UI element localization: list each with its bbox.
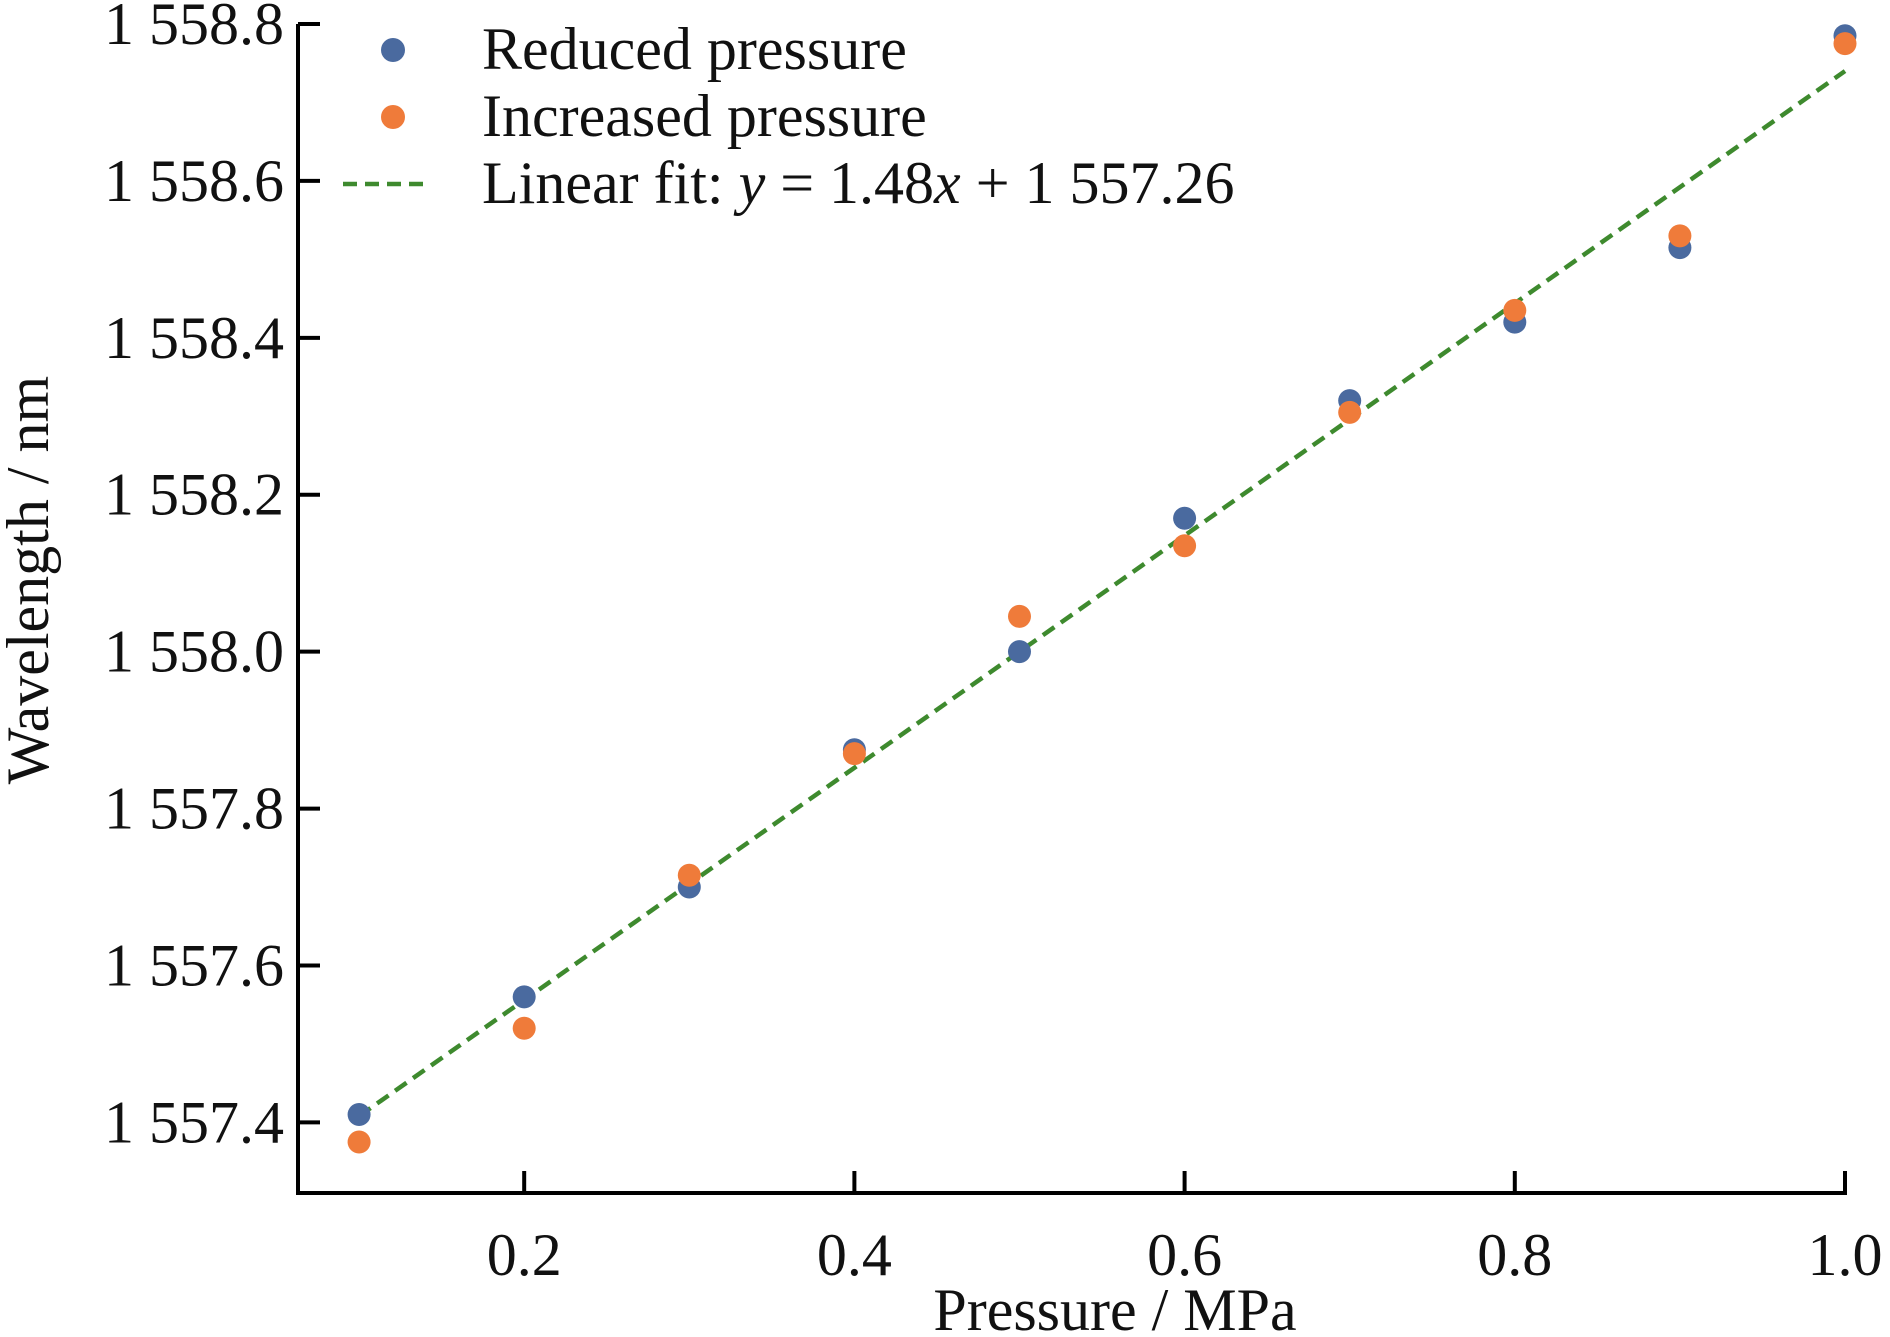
data-point xyxy=(1007,604,1031,628)
x-tick-label: 0.6 xyxy=(1147,1222,1222,1288)
data-point xyxy=(1338,400,1362,424)
data-points xyxy=(347,24,1857,1154)
data-point xyxy=(1173,506,1197,530)
legend-label: Increased pressure xyxy=(482,83,927,149)
data-point xyxy=(677,863,701,887)
data-point xyxy=(347,1103,371,1127)
y-tick-label: 1 557.4 xyxy=(104,1089,284,1155)
data-point xyxy=(842,742,866,766)
axis-frame xyxy=(296,24,1847,1195)
legend-marker xyxy=(381,38,405,62)
data-point xyxy=(1173,534,1197,558)
y-tick-label: 1 558.2 xyxy=(104,462,284,528)
axes: 0.2 0.4 0.6 0.8 1.0 1 557.4 1 557.6 1 557.8 1 55… xyxy=(104,0,1883,1288)
legend-label-fit: Linear fit: y = 1.48x + 1 557.26 xyxy=(482,150,1235,216)
data-point xyxy=(347,1130,371,1154)
x-tick-label: 0.2 xyxy=(487,1222,562,1288)
series-increased-pressure xyxy=(347,32,1857,1154)
legend-label: Reduced pressure xyxy=(482,16,907,82)
x-tick-label: 0.8 xyxy=(1477,1222,1552,1288)
fit-layer xyxy=(357,69,1847,1118)
data-point xyxy=(1007,640,1031,664)
y-tick-label: 1 558.4 xyxy=(104,305,284,371)
x-tick-label: 0.4 xyxy=(817,1222,892,1288)
x-tick-label: 1.0 xyxy=(1808,1222,1883,1288)
legend-marker xyxy=(381,105,405,129)
y-tick-label: 1 557.8 xyxy=(104,776,284,842)
x-axis-title: Pressure / MPa xyxy=(933,1277,1296,1337)
data-point xyxy=(1503,298,1527,322)
data-point xyxy=(512,985,536,1009)
data-point xyxy=(512,1016,536,1040)
fit-line xyxy=(357,69,1847,1118)
y-tick-label: 1 557.6 xyxy=(104,932,284,998)
data-point xyxy=(1668,224,1692,248)
y-tick-label: 1 558.6 xyxy=(104,148,284,214)
y-tick-label: 1 558.8 xyxy=(104,0,284,57)
data-point xyxy=(1833,32,1857,56)
y-tick-label: 1 558.0 xyxy=(104,619,284,685)
y-axis-title: Wavelength / nm xyxy=(0,376,61,784)
